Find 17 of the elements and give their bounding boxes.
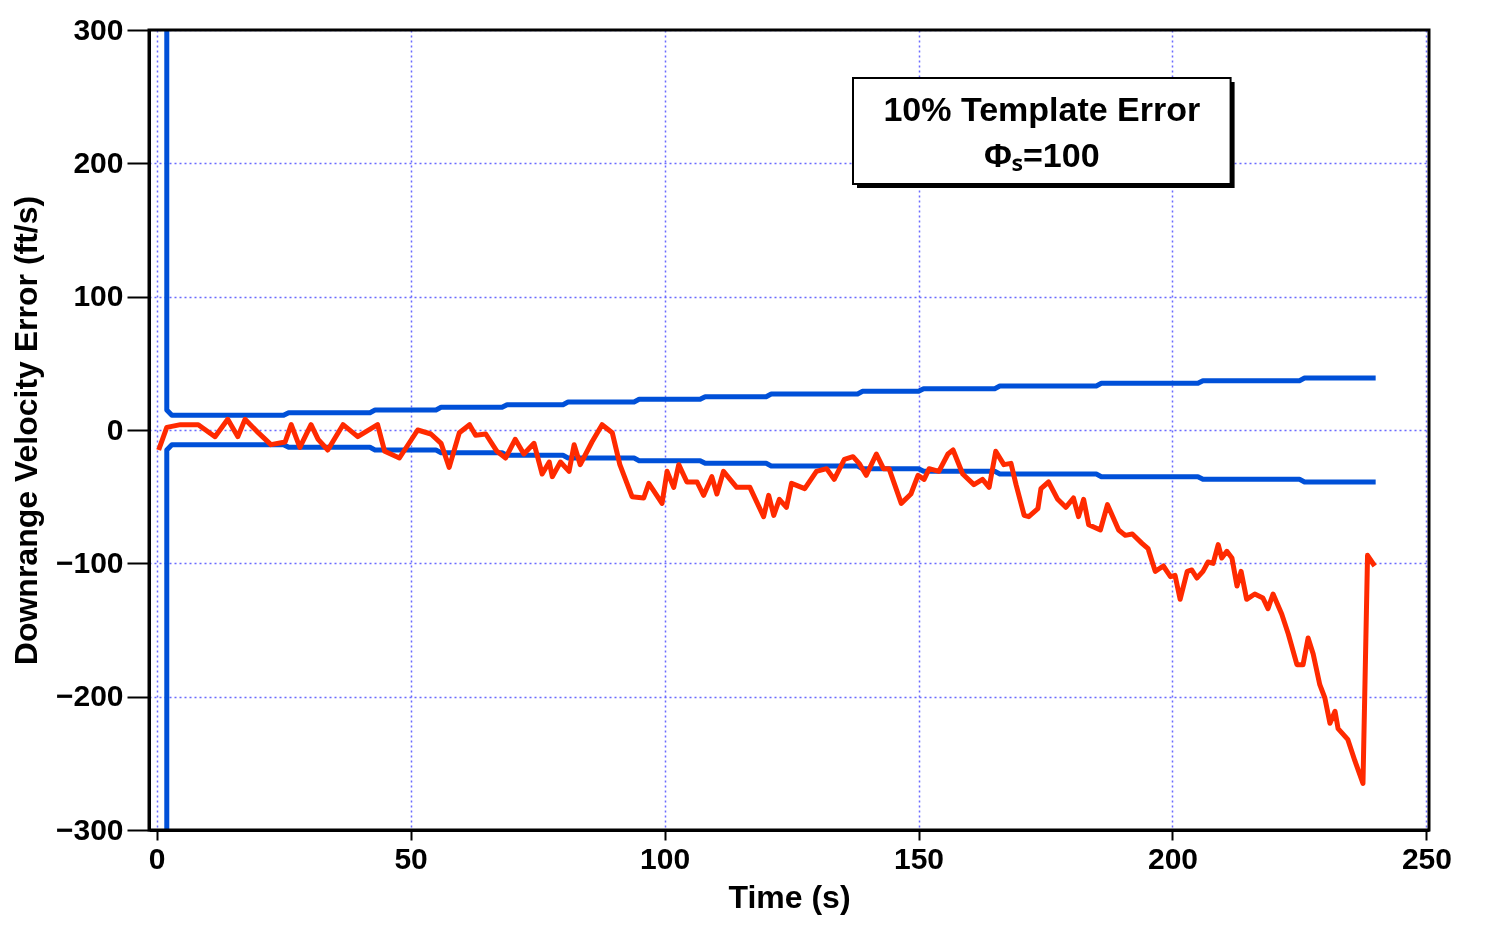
y-tick-label: −100 — [55, 545, 124, 579]
x-axis-title: Time (s) — [728, 878, 851, 915]
x-tick-label: 200 — [1147, 841, 1199, 875]
y-tick-label: 200 — [73, 145, 124, 179]
y-tick-label: −300 — [55, 812, 124, 846]
x-tick-label: 150 — [893, 841, 945, 875]
x-tick-label: 0 — [148, 841, 166, 875]
x-tick-label: 250 — [1401, 841, 1452, 875]
annotation: Φₛ=100 — [984, 136, 1100, 174]
x-tick-label: 100 — [640, 841, 691, 875]
y-axis-title: Downrange Velocity Error (ft/s) — [7, 195, 44, 666]
y-tick-label: 300 — [73, 12, 124, 46]
x-tick-label: 50 — [394, 841, 428, 875]
annotation: 10% Template Error — [883, 90, 1201, 128]
y-tick-label: 100 — [73, 279, 124, 313]
y-tick-label: −200 — [55, 679, 124, 713]
y-tick-label: 0 — [106, 412, 124, 446]
